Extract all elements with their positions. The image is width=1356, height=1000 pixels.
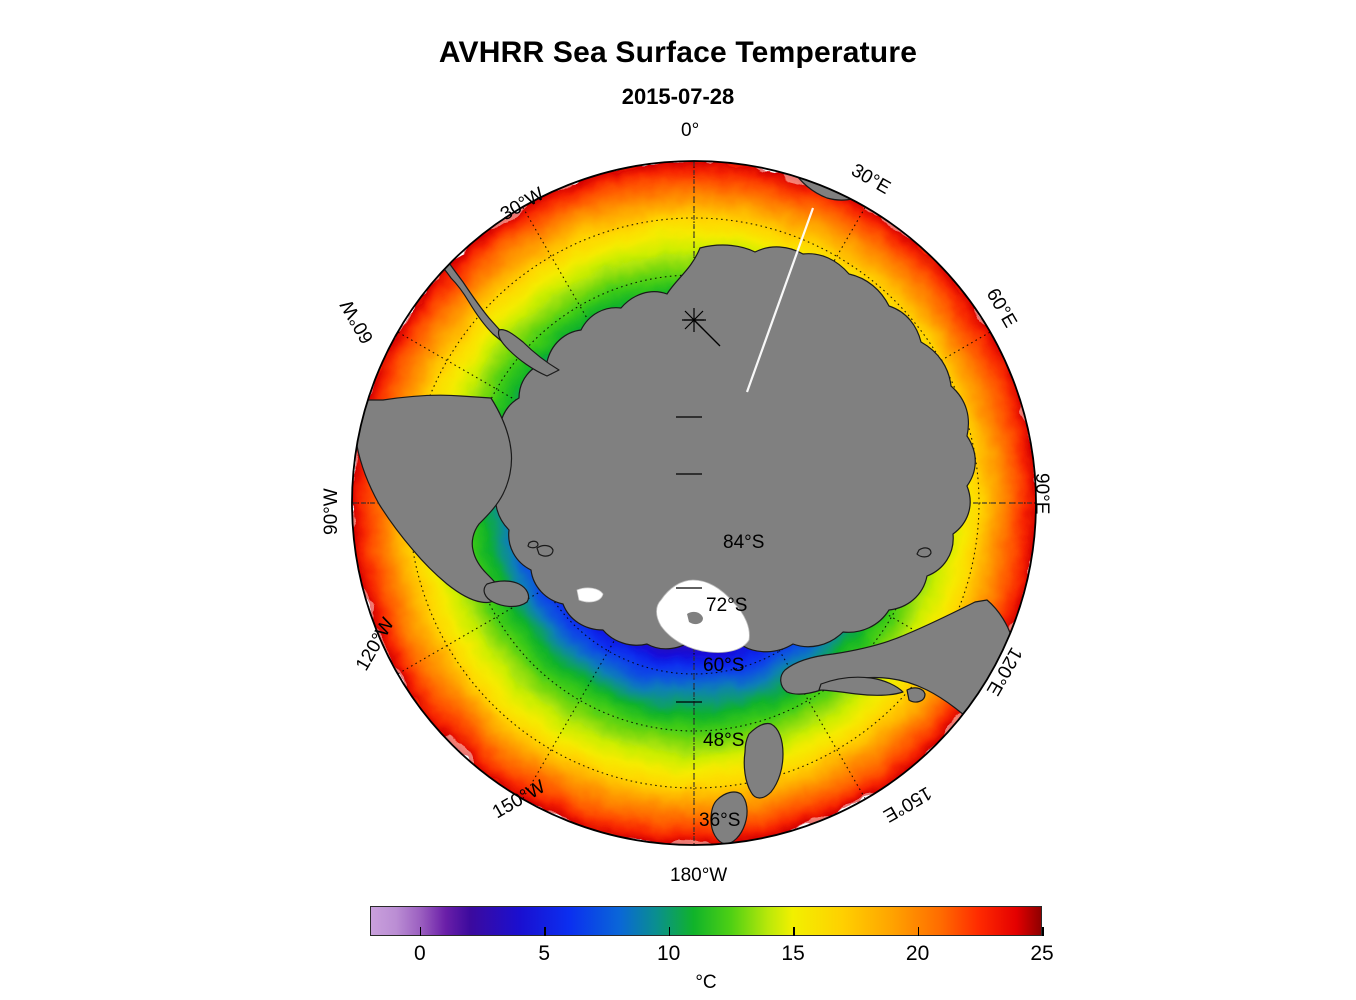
polar-map: 84°S 72°S 60°S 48°S 36°S — [351, 160, 1037, 846]
land-new-zealand-north — [710, 791, 748, 845]
land-falkland-islands — [536, 544, 554, 557]
colorbar-tick-15 — [793, 927, 795, 936]
land-new-zealand-south — [743, 722, 784, 799]
land-peninsula-shelf — [497, 329, 560, 377]
lon-label-180w: 180°W — [670, 865, 728, 886]
colorbar-tick-25 — [1042, 927, 1044, 936]
ice-shelf-filchner — [576, 587, 604, 603]
colorbar-ticklabel-15: 15 — [781, 942, 805, 965]
lat-label-48s: 48°S — [703, 730, 745, 751]
land-tierra-del-fuego — [483, 580, 530, 608]
figure-subtitle: 2015-07-28 — [621, 84, 735, 109]
colorbar-ticklabel-25: 25 — [1030, 942, 1054, 965]
land-kerguelen — [916, 547, 932, 558]
lon-label-90e: 90°E — [1031, 473, 1052, 515]
colorbar: 0 5 10 15 20 25 °C — [370, 906, 1054, 993]
colorbar-ticklabel-0: 0 — [413, 942, 426, 965]
colorbar-tick-0 — [419, 927, 422, 936]
lat-label-60s: 60°S — [703, 655, 745, 676]
colorbar-ticklabel-10: 10 — [657, 942, 681, 965]
colorbar-ticklabel-20: 20 — [905, 942, 930, 965]
landmasses — [356, 161, 1014, 845]
land-australia-bight — [818, 676, 904, 696]
page-title: AVHRR Sea Surface Temperature — [438, 36, 918, 69]
colorbar-tick-20 — [917, 927, 920, 936]
land-tasmania — [906, 687, 926, 703]
colorbar-ticklabel-5: 5 — [538, 942, 551, 965]
colorbar-tick-5 — [544, 927, 546, 936]
map-svg — [351, 160, 1037, 846]
lon-label-0: 0° — [681, 120, 700, 141]
latitude-tick-leaders — [676, 319, 721, 703]
colorbar-tick-10 — [668, 927, 671, 936]
satellite-swath-line — [745, 207, 815, 393]
colorbar-unit-label: °C — [695, 972, 717, 993]
ice-shelf-ross — [656, 579, 750, 653]
lat-label-84s: 84°S — [723, 532, 765, 553]
map-boundary — [351, 160, 1037, 846]
lon-label-90w: 90°W — [321, 488, 342, 535]
ice-shelf-ross-inlet — [687, 611, 703, 625]
lat-label-36s: 36°S — [699, 810, 741, 831]
land-heard-island — [527, 540, 539, 549]
colorbar-gradient — [370, 906, 1042, 936]
lat-label-72s: 72°S — [706, 595, 748, 616]
land-south-america — [356, 394, 513, 604]
